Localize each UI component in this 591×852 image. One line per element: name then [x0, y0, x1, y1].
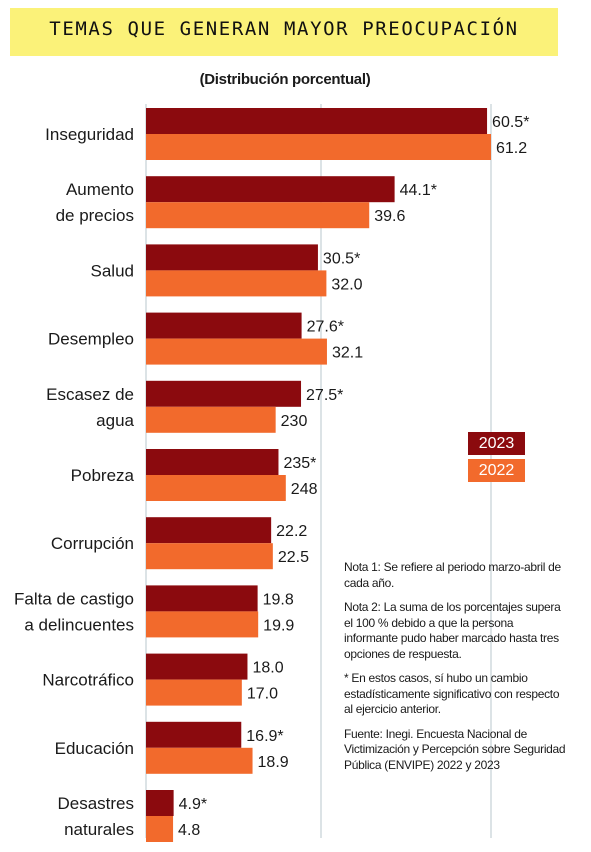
category-label-9: Educación	[55, 739, 134, 758]
bar-2023-0	[146, 108, 488, 134]
bar-2022-0	[146, 134, 491, 160]
category-label-4-line-1: agua	[96, 411, 134, 430]
bar-2022-4	[146, 406, 276, 433]
bar-2022-3	[146, 338, 327, 365]
data-label-2023-10: 4.9*	[179, 796, 207, 813]
legend-label-2022: 2022	[478, 462, 515, 479]
category-label-4-line-0: Escasez de	[46, 385, 134, 404]
category-label-10-line-0: Desastres	[57, 794, 134, 813]
bar-2022-1	[146, 202, 370, 229]
bar-2023-4	[146, 380, 302, 407]
data-label-2022-0: 61.2	[496, 140, 527, 157]
data-label-2022-4: 230	[281, 413, 308, 430]
legend-swatch-2022: 2022	[468, 459, 525, 482]
note-source: Fuente: Inegi. Encuesta Nacional de Vict…	[344, 726, 566, 772]
bar-2022-9	[146, 747, 253, 774]
legend-swatch-2023: 2023	[468, 432, 525, 455]
data-label-2023-2: 30.5*	[323, 250, 360, 267]
bar-2022-2	[146, 270, 327, 297]
data-label-2023-3: 27.6*	[307, 319, 344, 336]
chart-title: TEMAS QUE GENERAN MAYOR PREOCUPACIÓN	[49, 18, 519, 40]
data-label-2022-3: 32.1	[332, 345, 363, 362]
bar-2023-3	[146, 312, 302, 339]
data-label-2022-7: 19.9	[263, 617, 294, 634]
note-2: Nota 2: La suma de los porcentajes super…	[344, 600, 561, 661]
bar-2023-6	[146, 517, 272, 544]
bar-2023-7	[146, 585, 258, 612]
category-label-8: Narcotráfico	[42, 671, 134, 690]
bar-2023-9	[146, 721, 242, 748]
bar-2022-5	[146, 475, 286, 501]
notes-block: Nota 1: Se refiere al periodo marzo-abri…	[344, 560, 569, 782]
category-label-0: Inseguridad	[45, 125, 134, 144]
category-label-1-line-1: de precios	[56, 206, 134, 225]
legend-label-2023: 2023	[478, 435, 515, 452]
category-label-1-line-0: Aumento	[66, 180, 134, 199]
bar-2022-8	[146, 679, 242, 706]
category-label-7-line-0: Falta de castigo	[14, 589, 134, 608]
chart-subtitle: (Distribución porcentual)	[199, 71, 371, 88]
data-label-2022-10: 4.8	[178, 822, 200, 839]
bar-2023-5	[146, 449, 279, 475]
note-significance: * En estos casos, sí hubo un cambio esta…	[344, 671, 560, 716]
data-label-2023-6: 22.2	[276, 523, 307, 540]
bar-2023-8	[146, 653, 248, 680]
data-label-2022-9: 18.9	[258, 754, 289, 771]
category-label-6: Corrupción	[51, 534, 134, 553]
data-label-2022-5: 248	[291, 481, 318, 498]
note-1: Nota 1: Se refiere al periodo marzo-abri…	[344, 560, 561, 590]
data-label-2023-8: 18.0	[252, 660, 283, 677]
category-label-2: Salud	[91, 261, 134, 280]
bar-2022-6	[146, 543, 273, 570]
data-label-2023-1: 44.1*	[400, 182, 437, 199]
data-label-2023-7: 19.8	[263, 591, 294, 608]
data-label-2023-4: 27.5*	[306, 387, 343, 404]
bar-2023-2	[146, 244, 318, 271]
data-label-2022-2: 32.0	[331, 276, 362, 293]
data-label-2022-8: 17.0	[247, 686, 278, 703]
data-label-2022-1: 39.6	[374, 208, 405, 225]
bar-2022-10	[146, 816, 174, 842]
data-label-2023-9: 16.9*	[246, 728, 283, 745]
data-label-2022-6: 22.5	[278, 549, 309, 566]
category-label-3: Desempleo	[48, 330, 134, 349]
title-banner: TEMAS QUE GENERAN MAYOR PREOCUPACIÓN	[10, 8, 558, 56]
category-label-7-line-1: a delincuentes	[24, 615, 134, 634]
bar-2023-10	[146, 790, 174, 816]
category-label-5: Pobreza	[71, 466, 135, 485]
bar-2022-7	[146, 611, 259, 638]
bar-2023-1	[146, 176, 395, 203]
data-label-2023-5: 235*	[283, 455, 316, 472]
category-label-10-line-1: naturales	[64, 820, 134, 839]
data-label-2023-0: 60.5*	[492, 114, 529, 131]
